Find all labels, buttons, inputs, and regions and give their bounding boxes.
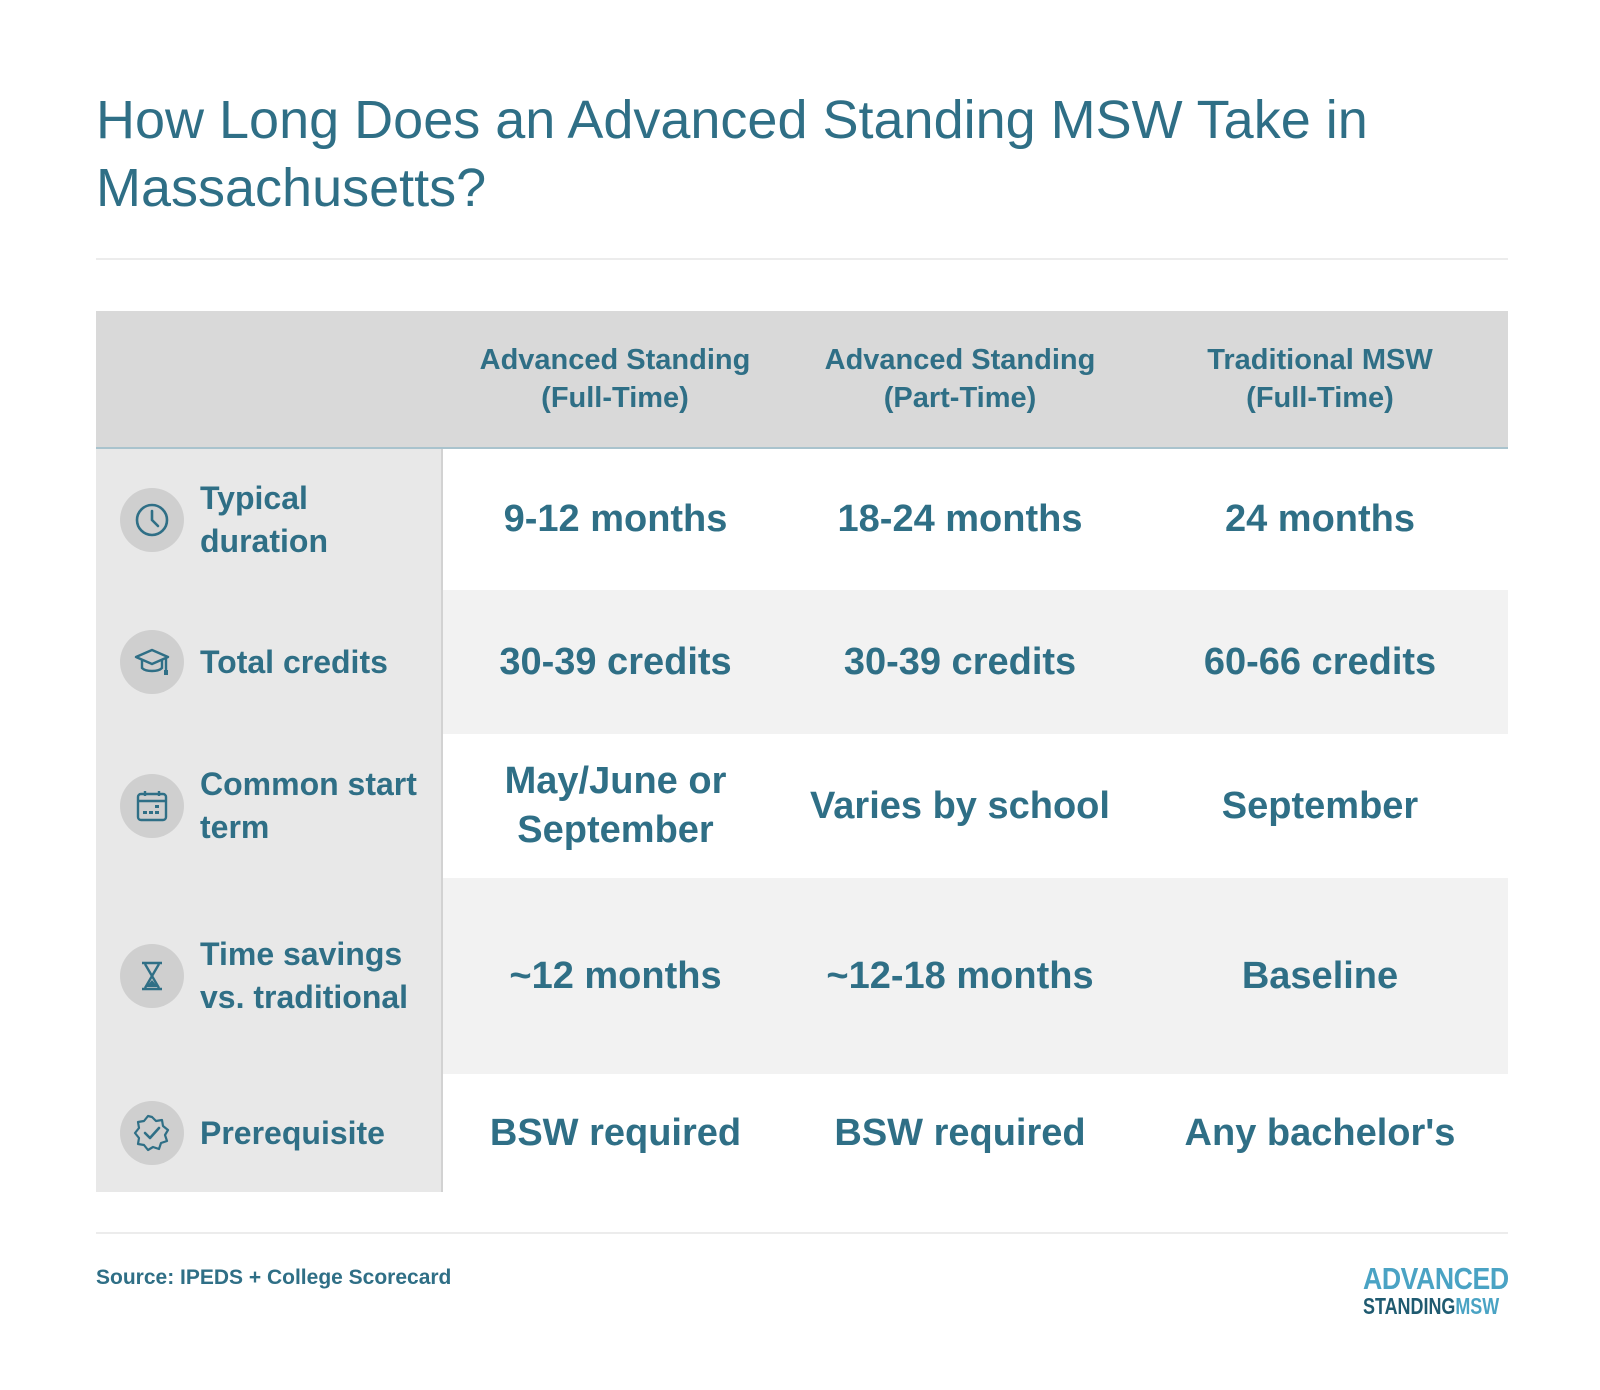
hourglass-icon [120, 944, 184, 1008]
table-cell: Varies by school [788, 734, 1132, 878]
footer-divider [96, 1232, 1508, 1234]
table-cell: May/June or September [442, 734, 788, 878]
table-row: Prerequisite BSW required BSW required A… [96, 1074, 1508, 1192]
logo-line-1: ADVANCED [1363, 1261, 1509, 1296]
table-cell: Any bachelor's [1132, 1074, 1508, 1192]
row-label: Typical duration [200, 479, 328, 559]
table-row: Common start term May/June or September … [96, 734, 1508, 878]
row-label: Time savings vs. traditional [200, 936, 409, 1015]
table-cell: 24 months [1132, 448, 1508, 590]
header-empty-cell [96, 311, 442, 449]
page-title: How Long Does an Advanced Standing MSW T… [96, 90, 1368, 218]
calendar-icon [120, 774, 184, 838]
check-badge-icon [120, 1101, 184, 1165]
brand-logo: ADVANCED STANDINGMSW [1363, 1261, 1509, 1319]
column-header: Advanced Standing (Full-Time) [442, 311, 788, 449]
table-cell: ~12 months [442, 878, 788, 1074]
table-cell: BSW required [442, 1074, 788, 1192]
row-header: Prerequisite [96, 1074, 443, 1192]
comparison-table: Advanced Standing (Full-Time) Advanced St… [96, 311, 1508, 1192]
table-cell: 60-66 credits [1132, 590, 1508, 734]
row-header: Common start term [96, 734, 443, 878]
row-header: Total credits [96, 590, 443, 734]
table-row: Typical duration 9-12 months 18-24 month… [96, 448, 1508, 590]
table-cell: 9-12 months [442, 448, 788, 590]
table-cell: ~12-18 months [788, 878, 1132, 1074]
row-label: Prerequisite [200, 1114, 385, 1151]
table-header-row: Advanced Standing (Full-Time) Advanced St… [96, 311, 1508, 449]
column-header: Traditional MSW (Full-Time) [1132, 311, 1508, 449]
table-cell: BSW required [788, 1074, 1132, 1192]
table-cell: 30-39 credits [442, 590, 788, 734]
logo-line-2: STANDINGMSW [1363, 1293, 1500, 1319]
row-header: Typical duration [96, 448, 443, 590]
row-label: Common start term [200, 766, 417, 845]
table-cell: September [1132, 734, 1508, 878]
graduation-cap-icon [120, 630, 184, 694]
row-header: Time savings vs. traditional [96, 878, 443, 1074]
title-divider [96, 258, 1508, 260]
row-label: Total credits [200, 643, 388, 680]
clock-icon [120, 487, 184, 552]
table-cell: 18-24 months [788, 448, 1132, 590]
table-cell: 30-39 credits [788, 590, 1132, 734]
column-header: Advanced Standing (Part-Time) [788, 311, 1132, 449]
table-row: Total credits 30-39 credits 30-39 credit… [96, 590, 1508, 734]
table-row: Time savings vs. traditional ~12 months … [96, 878, 1508, 1074]
source-note: Source: IPEDS + College Scorecard [96, 1266, 452, 1289]
table-cell: Baseline [1132, 878, 1508, 1074]
